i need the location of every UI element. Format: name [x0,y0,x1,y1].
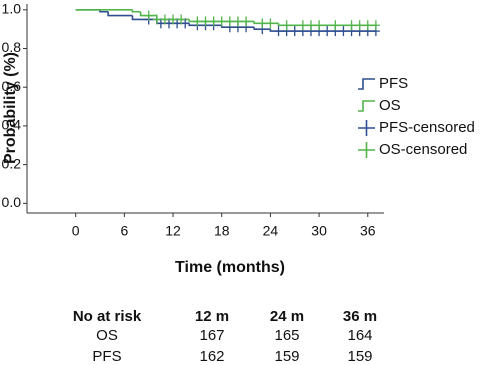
risk-table-cell: 159 [347,348,372,365]
censor-mark [160,14,169,25]
risk-table-column: 36 m [343,308,377,325]
y-axis-label: Probability (%) [2,52,19,164]
censor-mark [233,16,242,27]
censor-mark [371,20,380,31]
censor-mark [331,20,340,31]
x-axis-label: Time (months) [175,259,285,276]
censor-mark [193,16,202,27]
legend-label: PFS [379,75,408,92]
risk-table-column: 12 m [195,308,229,325]
risk-table-cell: 159 [274,348,299,365]
y-tick-label: 1.0 [2,1,22,17]
censor-mark [217,16,226,27]
y-tick-label: 0.0 [2,194,22,210]
risk-table-column: 24 m [270,308,304,325]
censor-mark [290,26,299,37]
censor-mark [306,20,315,31]
censor-mark [242,16,251,27]
censor-mark [258,18,267,29]
x-tick-label: 0 [72,223,80,239]
legend-label: OS-censored [379,141,467,158]
censor-mark [339,26,348,37]
risk-table-cell: 167 [199,327,224,344]
censor-mark [274,26,283,37]
y-tick-label: 0.2 [2,155,22,171]
risk-table-row-label: PFS [92,348,121,365]
x-tick-label: 12 [165,223,181,239]
survival-step [253,21,279,25]
censor-mark [152,14,161,25]
legend-symbol [358,120,375,136]
risk-table-cell: 162 [199,348,224,365]
x-tick-label: 30 [311,223,327,239]
censor-mark [209,16,218,27]
survival-step [131,9,141,13]
censor-mark [355,20,364,31]
censor-mark [347,20,356,31]
censor-mark [315,20,324,31]
survival-step [277,23,376,27]
legend-label: OS [379,97,401,114]
censor-mark [156,18,165,29]
survival-step [107,11,133,17]
censor-mark [266,18,275,29]
legend-symbol [358,142,375,158]
censor-mark [169,14,178,25]
risk-table-cell: 164 [347,327,372,344]
y-tick-label: 0.8 [2,39,22,55]
censor-mark [144,10,153,21]
risk-table-cell: 165 [274,327,299,344]
censor-mark [201,16,210,27]
censor-mark [298,20,307,31]
x-tick-label: 18 [214,223,230,239]
censor-mark [164,18,173,29]
legend-symbol [358,78,375,90]
x-tick-label: 24 [263,223,279,239]
censor-mark [323,26,332,37]
censor-mark [282,20,291,31]
censor-mark [363,20,372,31]
x-tick-label: 6 [120,223,128,239]
censor-mark [181,18,190,29]
censor-mark [225,16,234,27]
censor-mark [177,14,186,25]
risk-table-row-label: OS [96,327,118,344]
x-tick-label: 36 [360,223,376,239]
risk-table-title: No at risk [73,308,142,325]
legend-label: PFS-censored [379,119,475,136]
legend-symbol [358,100,375,112]
y-tick-label: 0.4 [2,117,22,133]
censor-mark [173,18,182,29]
y-tick-label: 0.6 [2,78,22,94]
